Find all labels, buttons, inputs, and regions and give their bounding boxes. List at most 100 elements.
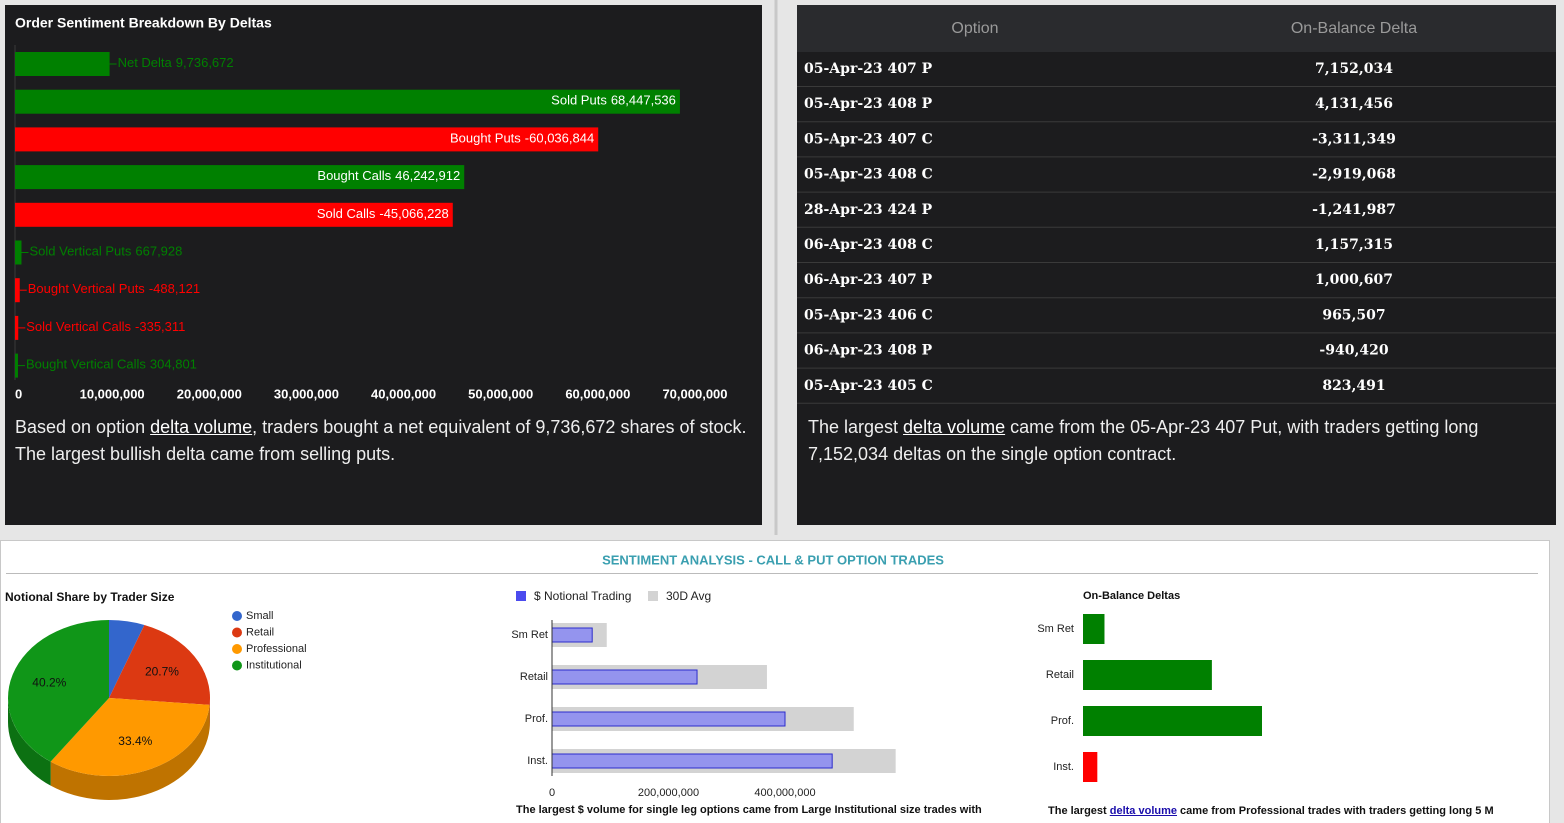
x-tick-label: 40,000,000 <box>371 386 436 401</box>
bar-label: Bought Vertical Puts -488,121 <box>28 282 200 297</box>
chart-title: Notional Share by Trader Size <box>5 590 175 604</box>
table-cell: 05-Apr-23 408 P <box>804 96 933 112</box>
bar-label: Bought Calls 46,242,912 <box>317 169 460 184</box>
table-cell: 1,000,607 <box>1315 272 1393 288</box>
bar-label: Sold Vertical Puts 667,928 <box>29 244 182 259</box>
text: The largest <box>1048 805 1110 817</box>
value-label: -488,121 <box>149 282 200 297</box>
bar <box>15 127 599 152</box>
table-cell: 06-Apr-23 407 P <box>804 272 933 288</box>
legend-swatch <box>648 591 658 601</box>
table-cell: 4,131,456 <box>1315 96 1393 112</box>
x-tick-label: 70,000,000 <box>662 386 727 401</box>
link[interactable]: delta volume <box>1109 805 1177 817</box>
table-cell: 7,152,034 <box>1315 61 1393 77</box>
bar <box>1083 706 1262 736</box>
bar-label: Sold Puts 68,447,536 <box>551 93 676 108</box>
table-cell: -2,919,068 <box>1312 167 1396 183</box>
pie-side <box>8 698 51 786</box>
y-tick-label: Retail <box>1046 669 1074 681</box>
caption: The largest delta volume came from Profe… <box>1048 805 1494 817</box>
pie-slice <box>50 698 210 776</box>
value-label: -335,311 <box>135 319 185 334</box>
bar <box>15 202 453 227</box>
slice-label: 20.7% <box>145 664 179 678</box>
bar <box>15 315 19 340</box>
y-tick-label: Inst. <box>527 755 548 767</box>
table-cell: 823,491 <box>1322 378 1385 394</box>
table-cell: 965,507 <box>1322 307 1385 323</box>
x-tick-label: 0 <box>15 386 22 401</box>
bar-label: Sold Vertical Calls -335,311 <box>26 319 185 334</box>
x-tick-label: 0 <box>549 787 555 799</box>
bar-label: Sold Calls -45,066,228 <box>317 206 449 221</box>
bar <box>15 52 110 76</box>
y-tick-label: Inst. <box>1053 761 1074 773</box>
x-tick-label: 20,000,000 <box>177 386 242 401</box>
x-tick-label: 30,000,000 <box>274 386 339 401</box>
value-label: 9,736,672 <box>176 55 234 70</box>
y-tick-label: Retail <box>520 671 548 683</box>
column-header: Option <box>951 20 998 37</box>
category-label: Bought Calls <box>317 169 391 184</box>
pie-slice <box>8 620 109 762</box>
text: The largest <box>808 417 904 437</box>
table-cell: 1,157,315 <box>1315 237 1393 253</box>
y-tick-label: Sm Ret <box>1037 623 1074 635</box>
table-cell: 28-Apr-23 424 P <box>804 202 933 218</box>
summary-text: The largest delta volume came from the 0… <box>808 414 1548 468</box>
text: came from the 05-Apr-23 407 Put, with tr… <box>808 417 1479 464</box>
value-label: -60,036,844 <box>525 131 594 146</box>
bar <box>1083 614 1105 644</box>
legend-swatch <box>232 644 242 654</box>
text: , traders bought a net equivalent of 9,7… <box>15 417 747 464</box>
table-cell: 05-Apr-23 405 C <box>804 378 933 394</box>
bar <box>15 278 20 303</box>
slice-label: 33.4% <box>118 734 152 748</box>
x-tick-label: 60,000,000 <box>565 386 630 401</box>
link[interactable]: delta volume <box>903 417 1006 437</box>
table-header <box>797 5 1556 52</box>
pie-side <box>50 704 210 800</box>
legend-label: Small <box>246 610 274 622</box>
pie-slice <box>109 620 145 698</box>
category-label: Sold Vertical Calls <box>26 319 131 334</box>
bar <box>15 165 465 190</box>
x-tick-label: 50,000,000 <box>468 386 533 401</box>
slice-label: 40.2% <box>32 676 66 690</box>
pie-slice <box>109 624 211 705</box>
bar <box>551 627 593 643</box>
legend-swatch <box>516 591 526 601</box>
category-label: Bought Puts <box>450 131 521 146</box>
bar <box>1083 752 1098 782</box>
bar <box>15 89 680 114</box>
table-cell: -940,420 <box>1319 343 1388 359</box>
bar <box>551 669 698 685</box>
bottom-panel <box>0 540 1550 823</box>
caption: The largest $ volume for single leg opti… <box>516 804 982 816</box>
table-cell: 05-Apr-23 408 C <box>804 167 933 183</box>
value-label: 667,928 <box>135 244 182 259</box>
link[interactable]: delta volume <box>150 417 253 437</box>
summary-text: Based on option delta volume, traders bo… <box>15 414 755 468</box>
table-cell: 05-Apr-23 406 C <box>804 307 933 323</box>
chart-title: Order Sentiment Breakdown By Deltas <box>15 15 272 31</box>
x-tick-label: 400,000,000 <box>754 787 815 799</box>
value-label: -45,066,228 <box>379 206 448 221</box>
value-label: 68,447,536 <box>611 93 676 108</box>
legend-swatch <box>232 611 242 621</box>
category-label: Sold Puts <box>551 93 607 108</box>
bar-label: Bought Vertical Calls 304,801 <box>26 357 197 372</box>
right-panel <box>797 5 1556 525</box>
bar-label: Bought Puts -60,036,844 <box>450 131 594 146</box>
legend-label: Institutional <box>246 659 302 671</box>
chart-title: On-Balance Deltas <box>1083 590 1180 602</box>
category-label: Bought Vertical Calls <box>26 357 146 372</box>
y-tick-label: Sm Ret <box>511 629 548 641</box>
table-cell: 05-Apr-23 407 P <box>804 61 933 77</box>
y-tick-label: Prof. <box>525 713 548 725</box>
table-cell: 05-Apr-23 407 C <box>804 131 933 147</box>
bar <box>15 240 22 265</box>
